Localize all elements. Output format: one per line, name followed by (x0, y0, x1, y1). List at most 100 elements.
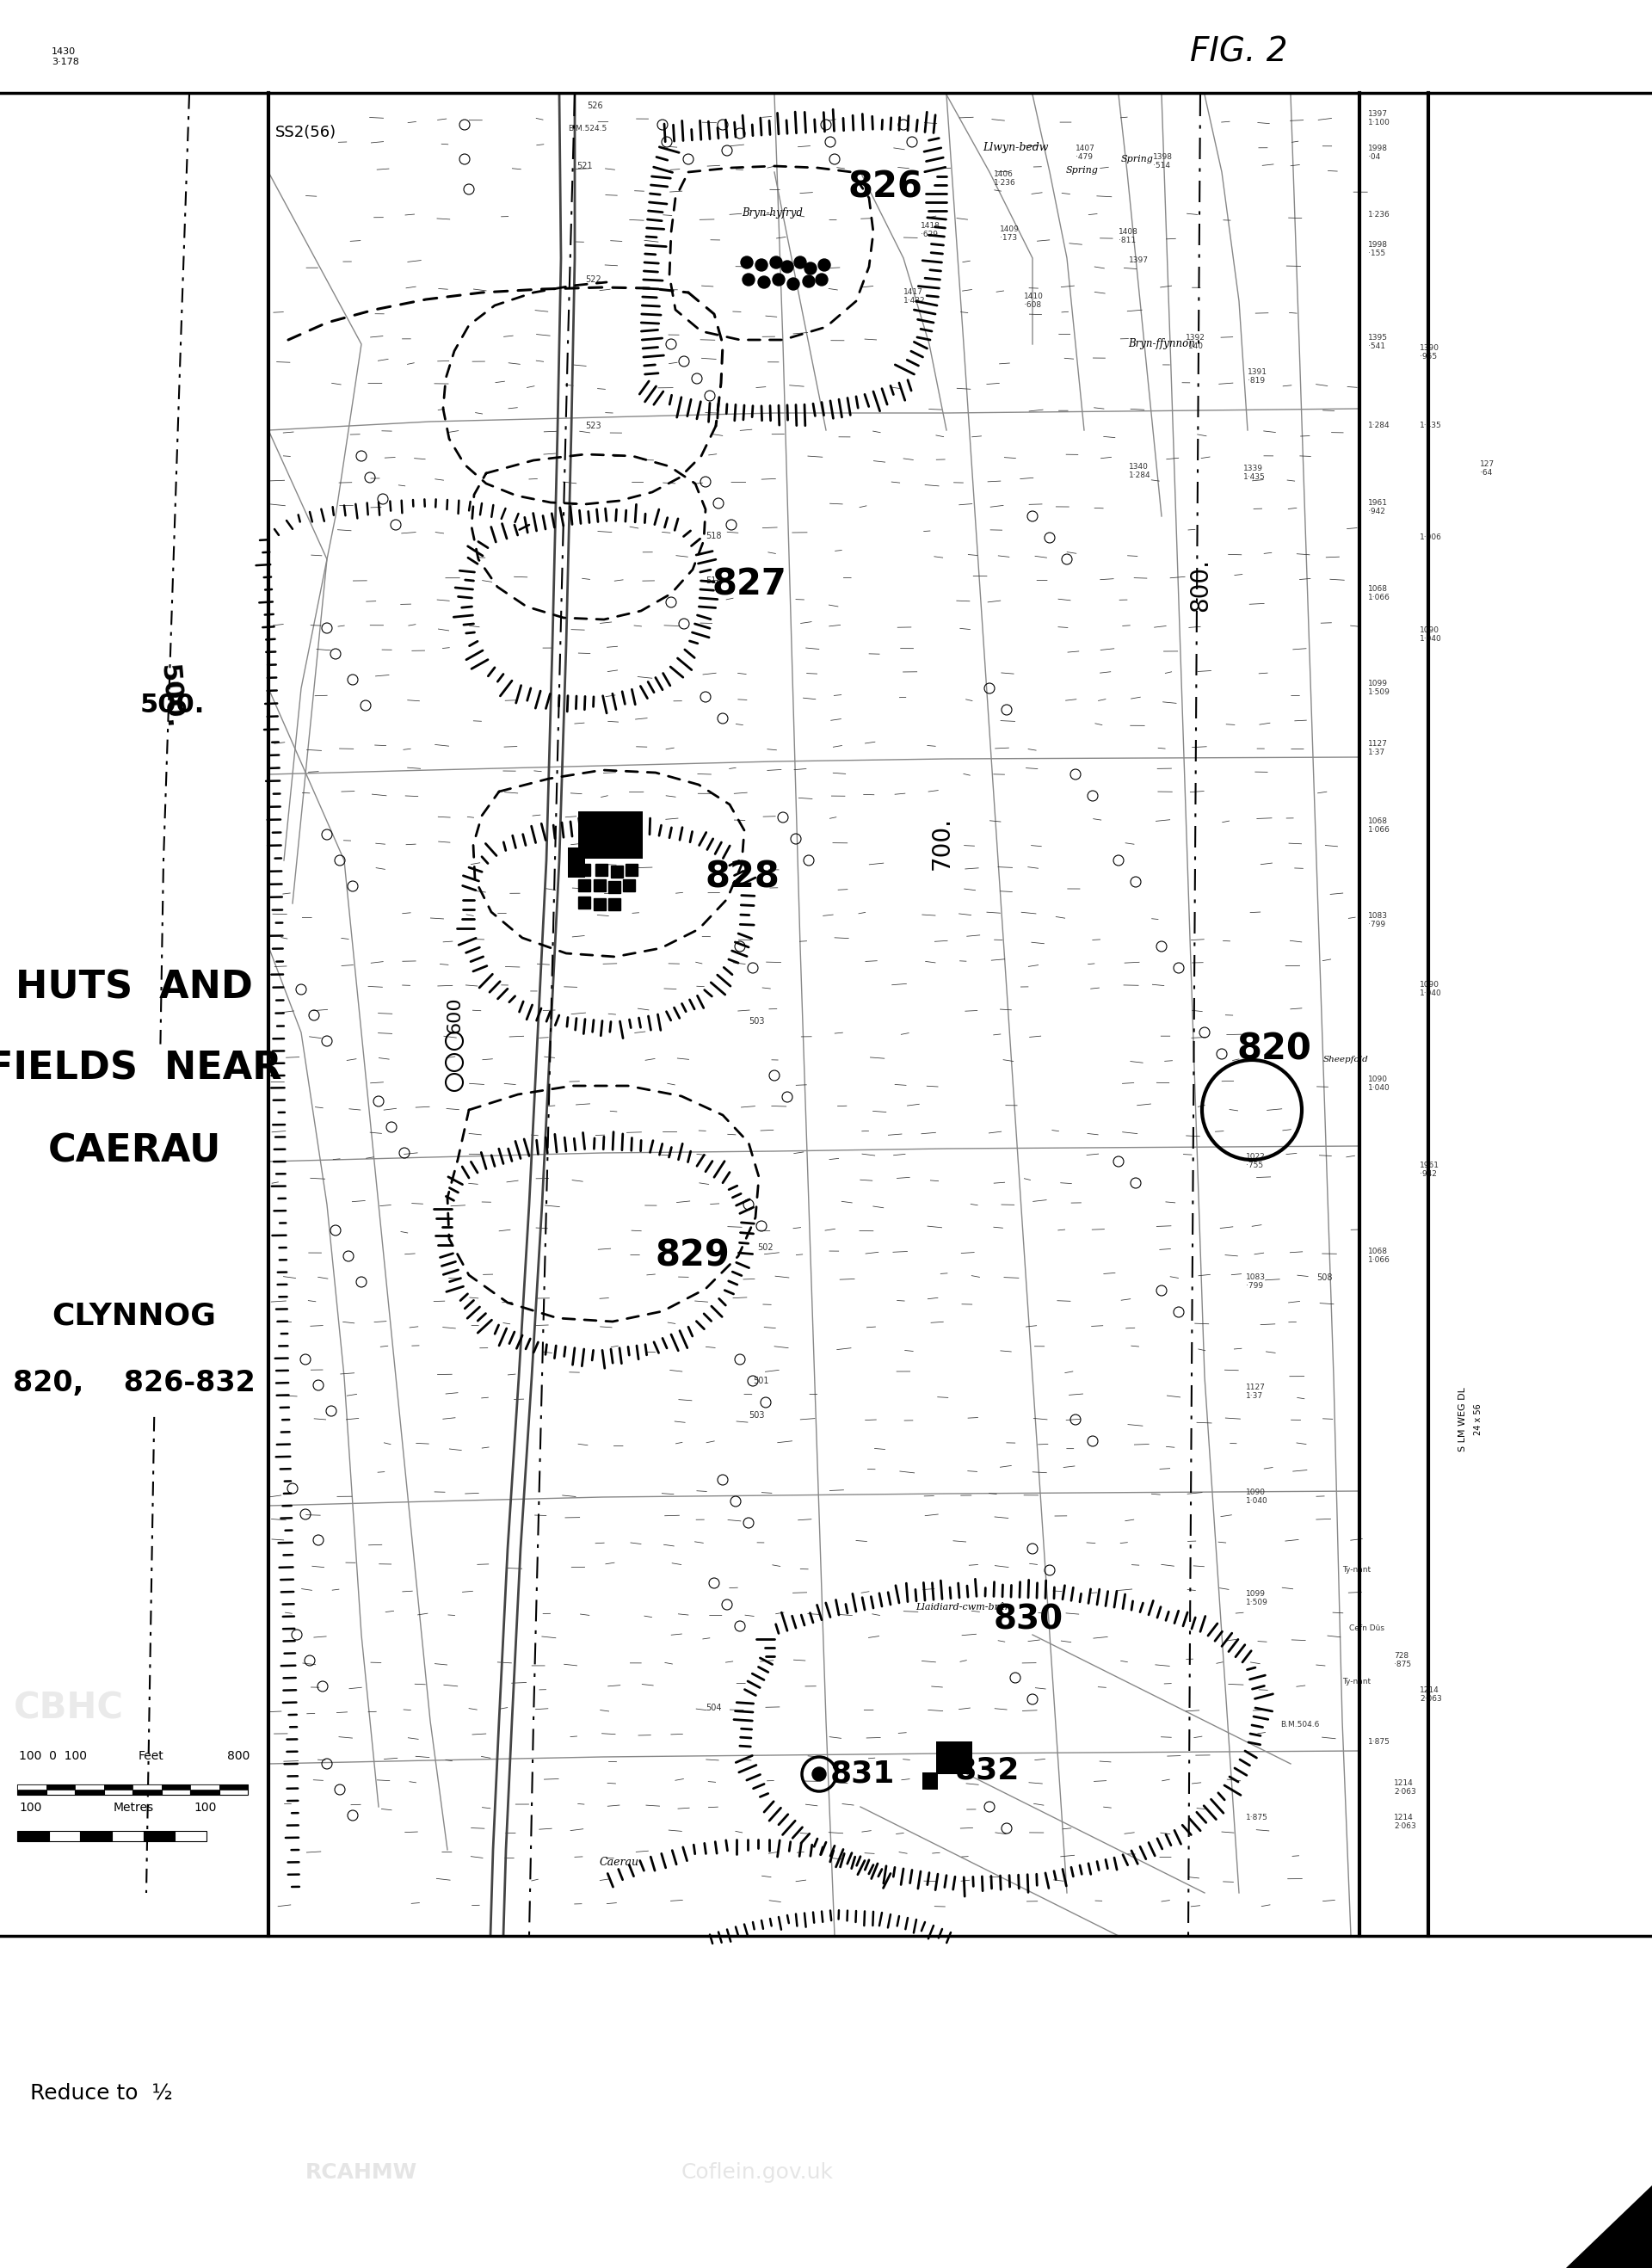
Text: 1390
·955: 1390 ·955 (1419, 345, 1439, 361)
Bar (17, 1830, 50, 1842)
Text: 100: 100 (18, 1801, 41, 1814)
Text: 127
·64: 127 ·64 (1480, 460, 1495, 476)
Text: 1409
·173: 1409 ·173 (999, 225, 1019, 243)
Text: 1961
·942: 1961 ·942 (1368, 499, 1388, 515)
Text: Spring: Spring (1122, 154, 1153, 163)
Text: 521: 521 (577, 161, 593, 170)
Bar (578, 864, 590, 875)
Bar (608, 880, 621, 894)
Text: Ty-nant: Ty-nant (1341, 1678, 1371, 1685)
Text: 526: 526 (586, 102, 603, 111)
Bar (74, 1785, 104, 1794)
Circle shape (803, 274, 814, 288)
Bar (190, 1785, 220, 1789)
Text: 1·435: 1·435 (1419, 422, 1442, 429)
Text: 24 x 56: 24 x 56 (1474, 1404, 1482, 1436)
Text: 1099
1·509: 1099 1·509 (1368, 680, 1391, 696)
Text: 829: 829 (656, 1238, 730, 1275)
Text: B.M.524.5: B.M.524.5 (568, 125, 606, 132)
Circle shape (755, 259, 768, 270)
Text: 1406
1·236: 1406 1·236 (995, 170, 1016, 186)
Text: HUTS  AND: HUTS AND (15, 968, 253, 1007)
Bar (623, 880, 634, 891)
Text: Spring: Spring (1066, 166, 1099, 175)
Text: 728
·875: 728 ·875 (1394, 1651, 1411, 1669)
Text: Caerau: Caerau (600, 1857, 639, 1869)
Bar (578, 812, 643, 860)
Circle shape (770, 256, 781, 268)
Text: 1127
1·37: 1127 1·37 (1368, 739, 1388, 758)
Text: 1395
·541: 1395 ·541 (1368, 333, 1388, 352)
Text: 820: 820 (1237, 1032, 1312, 1068)
Bar (17, 1785, 46, 1789)
Text: S LM WEG DL: S LM WEG DL (1459, 1388, 1467, 1452)
Text: 1417
1·432: 1417 1·432 (904, 288, 925, 304)
Text: 1391
·819: 1391 ·819 (1247, 367, 1267, 386)
Text: 100  0  100: 100 0 100 (18, 1751, 88, 1762)
Text: B.M.504.6: B.M.504.6 (1280, 1721, 1320, 1728)
Text: Feet: Feet (137, 1751, 164, 1762)
Bar (190, 1785, 220, 1794)
Bar (593, 880, 606, 891)
Text: 1214
2·063: 1214 2·063 (1394, 1780, 1416, 1796)
Circle shape (818, 259, 831, 270)
Text: 830: 830 (995, 1603, 1064, 1635)
Bar (132, 1785, 162, 1794)
Text: 1340
1·284: 1340 1·284 (1128, 463, 1151, 479)
Bar (568, 848, 585, 878)
Bar (578, 880, 590, 891)
Bar (81, 1830, 112, 1842)
Text: 1·236: 1·236 (1368, 211, 1391, 218)
Text: 1·006: 1·006 (1419, 533, 1442, 542)
Text: CLYNNOG: CLYNNOG (53, 1302, 216, 1331)
Text: Cefn Dûs: Cefn Dûs (1350, 1624, 1384, 1633)
Text: 1961
·942: 1961 ·942 (1419, 1161, 1439, 1177)
Text: 1339
1·435: 1339 1·435 (1244, 465, 1265, 481)
Text: 1392
·140: 1392 ·140 (1186, 333, 1206, 352)
Text: 500.: 500. (140, 694, 205, 719)
Text: FIG. 2: FIG. 2 (1189, 36, 1289, 68)
Text: 1410
·608: 1410 ·608 (1024, 293, 1044, 308)
Text: 1398
·514: 1398 ·514 (1153, 154, 1173, 170)
Text: 1214
2·063: 1214 2·063 (1419, 1687, 1442, 1703)
Bar (132, 1785, 162, 1789)
Text: 1068
1·066: 1068 1·066 (1368, 1247, 1391, 1263)
Circle shape (795, 256, 806, 268)
Text: 1418
·629: 1418 ·629 (920, 222, 940, 238)
Text: 1099
1·509: 1099 1·509 (1246, 1590, 1269, 1606)
Text: 1068
1·066: 1068 1·066 (1368, 816, 1391, 835)
Text: FIELDS  NEAR: FIELDS NEAR (0, 1050, 281, 1086)
Bar (220, 1785, 248, 1789)
Bar (595, 864, 608, 875)
Bar (46, 1785, 74, 1789)
Circle shape (805, 263, 816, 274)
Text: 508: 508 (1317, 1272, 1333, 1281)
Text: 1090
1·040: 1090 1·040 (1419, 626, 1442, 644)
Bar (74, 1785, 104, 1789)
Text: Metres: Metres (112, 1801, 154, 1814)
Text: 503: 503 (748, 1411, 765, 1420)
Text: 500.: 500. (155, 665, 185, 730)
Circle shape (813, 1767, 826, 1780)
Bar (626, 864, 638, 875)
Circle shape (742, 274, 755, 286)
Text: Bryn-ffynnon: Bryn-ffynnon (1128, 338, 1194, 349)
Text: 1090
1·040: 1090 1·040 (1246, 1488, 1269, 1506)
Text: 1407
·479: 1407 ·479 (1075, 145, 1095, 161)
Text: 820,    826-832: 820, 826-832 (13, 1370, 256, 1397)
Text: 1214
2·063: 1214 2·063 (1394, 1814, 1416, 1830)
Text: 600: 600 (446, 998, 463, 1034)
Text: Llwyn-bedw: Llwyn-bedw (983, 143, 1049, 154)
Text: 1090
1·040: 1090 1·040 (1368, 1075, 1391, 1093)
Text: 1083
·799: 1083 ·799 (1246, 1272, 1265, 1290)
Bar (104, 1785, 132, 1794)
Text: 826: 826 (847, 170, 922, 206)
Text: 522: 522 (585, 274, 601, 284)
Circle shape (788, 279, 800, 290)
Text: Llaidiard-cwm-brân: Llaidiard-cwm-brân (915, 1603, 1011, 1613)
Bar (0, 1050, 268, 1411)
Text: 1090
1·040: 1090 1·040 (1419, 980, 1442, 998)
Text: SS2(56): SS2(56) (276, 125, 337, 141)
Text: 1·875: 1·875 (1246, 1814, 1269, 1821)
Text: 827: 827 (712, 567, 786, 603)
